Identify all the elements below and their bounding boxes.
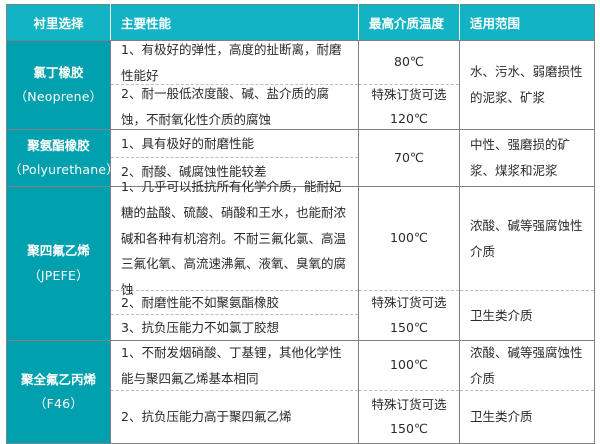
table-header: 衬里选择 主要性能 最高介质温度 适用范围 [6,4,595,41]
scope-item: 浓酸、碱等强腐蚀性介质 [460,341,594,391]
temperature-cell-neoprene: 80℃ 特殊订货可选 120℃ [358,40,460,130]
material-name-en: （Polyurethane） [9,162,119,177]
table-body: 氯丁橡胶 （Neoprene） 1、有极好的弹性，高度的扯断离，耐磨性能好 2、… [6,40,595,444]
material-name-en: （Neoprene） [14,89,103,104]
temperature-item: 特殊订货可选 120℃ [371,86,447,126]
temperature-item: 80℃ [359,41,459,85]
scope-cell-neoprene: 水、污水、弱磨损性的泥浆、矿浆 [459,40,595,130]
performance-item: 1、不耐发烟硝酸、丁基锂，其他化学性能与聚四氟乙烯基本相同 [111,341,358,391]
material-cell-neoprene: 氯丁橡胶 （Neoprene） [6,40,111,130]
scope-item: 水、污水、弱磨损性的泥浆、矿浆 [470,64,583,105]
header-main-performance: 主要性能 [110,4,359,41]
material-name-cn: 聚四氟乙烯 [27,243,90,259]
temperature-item: 70℃ [394,149,424,165]
material-name-cn: 聚全氟乙丙烯 [20,371,96,387]
header-lining-selection: 衬里选择 [6,4,111,41]
scope-item: 浓酸、碱等强腐蚀性介质 [460,187,594,291]
material-cell-polyurethane: 聚氨酯橡胶 （Polyurethane） [6,129,119,187]
scope-cell-f46: 浓酸、碱等强腐蚀性介质 卫生类介质 [459,340,595,444]
performance-cell-polyurethane: 1、具有极好的耐磨性能 2、耐酸、碱腐蚀性能较差 [110,129,359,187]
lining-spec-table: 衬里选择 主要性能 最高介质温度 适用范围 氯丁橡胶 （Neoprene） 1、… [6,4,595,444]
performance-item: 1、有极好的弹性，高度的扯断离，耐磨性能好 [111,41,358,85]
temperature-cell-polyurethane: 70℃ [358,129,460,187]
performance-cell-f46: 1、不耐发烟硝酸、丁基锂，其他化学性能与聚四氟乙烯基本相同 2、抗负压能力高于聚… [110,340,359,444]
table-header-row: 衬里选择 主要性能 最高介质温度 适用范围 [6,4,595,41]
table-row: 聚全氟乙丙烯 （F46） 1、不耐发烟硝酸、丁基锂，其他化学性能与聚四氟乙烯基本… [6,340,595,444]
temperature-item: 100℃ [359,341,459,391]
temperature-item: 特殊订货可选 150℃ [371,295,447,335]
table-row: 聚四氟乙烯 （JPEFE） 1、几乎可以抵抗所有化学介质，能耐妃糖的盐酸、硫酸、… [6,179,595,341]
scope-item: 卫生类介质 [470,307,533,323]
scope-cell-jpefe: 浓酸、碱等强腐蚀性介质 卫生类介质 [459,186,595,341]
table-row: 氯丁橡胶 （Neoprene） 1、有极好的弹性，高度的扯断离，耐磨性能好 2、… [6,40,595,130]
material-cell-f46: 聚全氟乙丙烯 （F46） [6,340,111,444]
performance-item: 1、具有极好的耐磨性能 [111,130,358,158]
lining-spec-table-container: 衬里选择 主要性能 最高介质温度 适用范围 氯丁橡胶 （Neoprene） 1、… [6,4,595,444]
material-name-cn: 氯丁橡胶 [33,64,84,80]
header-max-medium-temperature: 最高介质温度 [358,4,460,41]
performance-item: 2、耐酸、碱腐蚀性能较差 [121,164,267,180]
performance-item: 3、抗负压能力不如氯丁胶想 [121,319,279,335]
performance-cell-jpefe: 1、几乎可以抵抗所有化学介质，能耐妃糖的盐酸、硫酸、硝酸和王水，也能耐浓碱和各种… [110,179,359,341]
material-name-en: （JPEFE） [28,267,89,283]
scope-item: 卫生类介质 [470,409,533,425]
temperature-item: 特殊订货可选 150℃ [371,396,447,436]
performance-item: 1、几乎可以抵抗所有化学介质，能耐妃糖的盐酸、硫酸、硝酸和王水，也能耐浓碱和各种… [111,179,358,297]
performance-cell-neoprene: 1、有极好的弹性，高度的扯断离，耐磨性能好 2、耐一般低浓度酸、碱、盐介质的腐蚀… [110,40,359,130]
temperature-cell-f46: 100℃ 特殊订货可选 150℃ [358,340,460,444]
material-cell-jpefe: 聚四氟乙烯 （JPEFE） [6,186,111,341]
temperature-item: 100℃ [359,187,459,291]
performance-item: 2、耐一般低浓度酸、碱、盐介质的腐蚀，不耐氧化性介质的腐蚀 [121,86,329,127]
material-name-cn: 聚氨酯橡胶 [27,137,90,153]
material-name-en: （F46） [33,396,84,411]
performance-item: 2、耐磨性能不如聚氨酯橡胶 [111,291,358,315]
scope-cell-polyurethane: 中性、强磨损的矿浆、煤浆和泥浆 [459,129,595,187]
performance-item: 2、抗负压能力高于聚四氟乙烯 [121,409,292,425]
table-row: 聚氨酯橡胶 （Polyurethane） 1、具有极好的耐磨性能 2、耐酸、碱腐… [6,129,595,187]
scope-item: 中性、强磨损的矿浆、煤浆和泥浆 [470,137,571,178]
temperature-cell-jpefe: 100℃ 特殊订货可选 150℃ [358,186,460,341]
header-application-scope: 适用范围 [459,4,595,41]
